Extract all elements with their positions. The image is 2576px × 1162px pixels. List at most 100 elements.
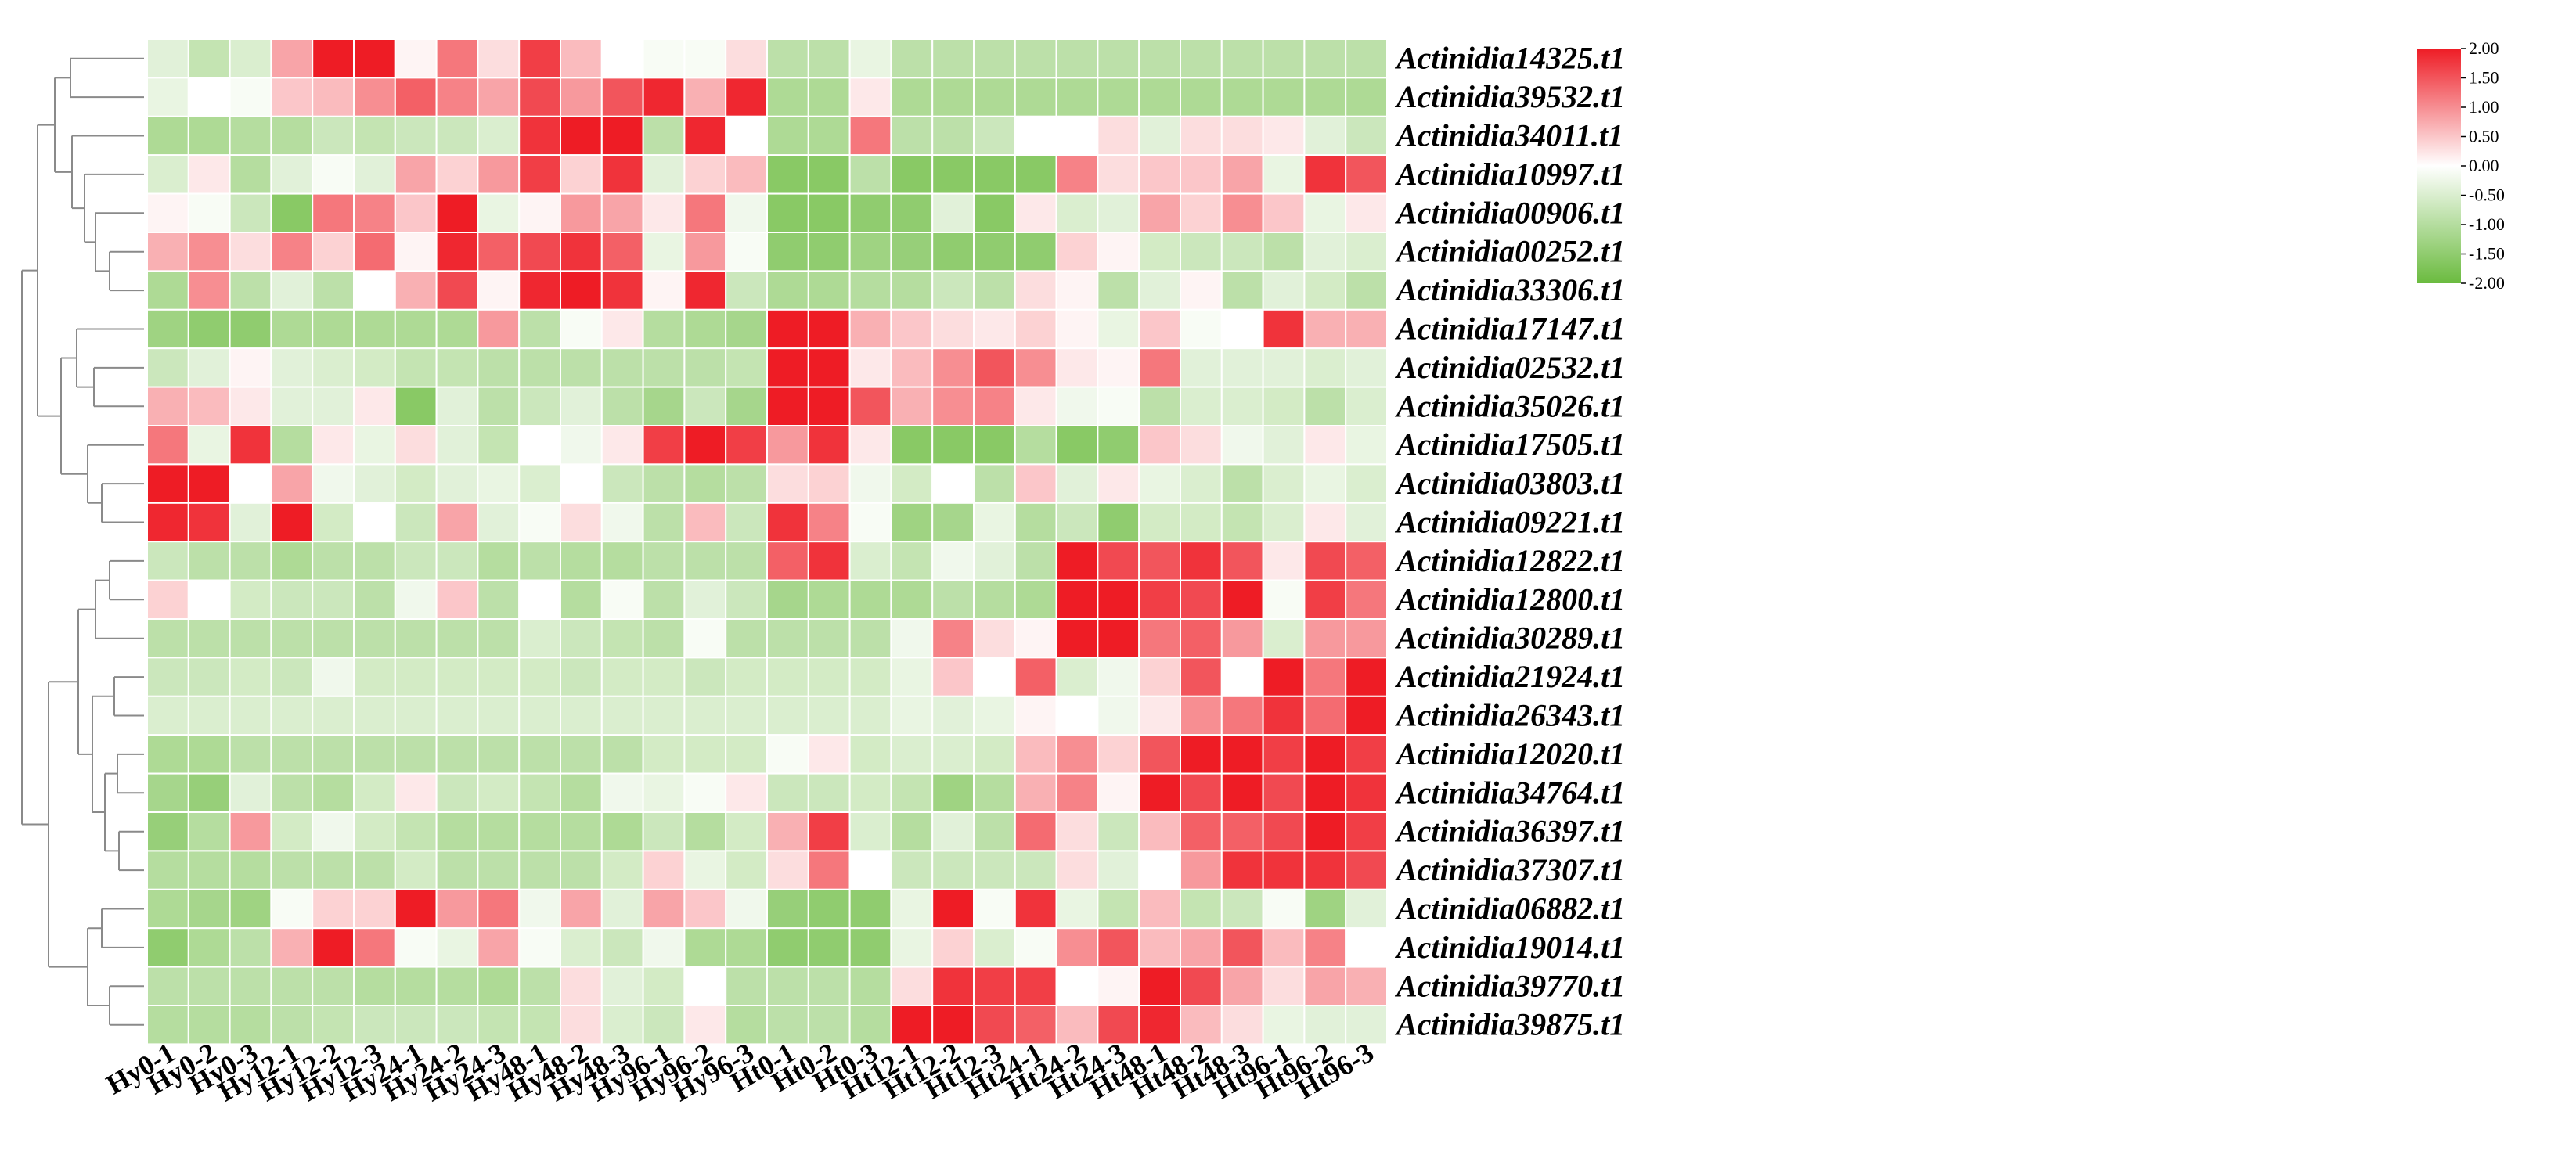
heatmap-cell bbox=[1055, 502, 1099, 543]
heatmap-cell bbox=[642, 425, 686, 466]
heatmap-cell bbox=[312, 695, 355, 736]
heatmap-cell bbox=[890, 115, 934, 156]
heatmap-cell bbox=[890, 734, 934, 775]
heatmap-cell bbox=[1345, 192, 1388, 234]
heatmap-cell bbox=[1262, 579, 1306, 620]
heatmap-cell bbox=[766, 850, 809, 890]
heatmap-cell bbox=[848, 772, 892, 813]
heatmap-cell bbox=[848, 77, 892, 117]
heatmap-cell bbox=[394, 425, 438, 466]
heatmap-cell bbox=[890, 888, 934, 930]
heatmap-cell bbox=[1345, 579, 1388, 620]
heatmap-cell bbox=[1220, 502, 1264, 543]
heatmap-cell bbox=[1138, 657, 1181, 697]
heatmap-cell bbox=[725, 463, 769, 504]
heatmap-cell bbox=[807, 347, 851, 388]
heatmap-cell bbox=[600, 695, 644, 736]
heatmap-cell bbox=[435, 927, 479, 968]
heatmap-cell bbox=[270, 541, 314, 581]
row-label: Actinidia39875.t1 bbox=[1394, 1007, 1625, 1042]
row-label: Actinidia39770.t1 bbox=[1394, 968, 1625, 1003]
heatmap-cell bbox=[973, 154, 1016, 195]
heatmap-cell bbox=[270, 579, 314, 620]
heatmap-cell bbox=[229, 154, 272, 195]
heatmap-cell bbox=[1262, 618, 1306, 659]
heatmap-cell bbox=[146, 308, 189, 350]
heatmap-cell bbox=[1220, 657, 1264, 697]
heatmap-cell bbox=[683, 425, 727, 466]
heatmap-cell bbox=[1097, 1005, 1140, 1045]
heatmap-cell bbox=[1055, 541, 1099, 581]
heatmap-cell bbox=[848, 192, 892, 234]
heatmap-cell bbox=[1345, 927, 1388, 968]
heatmap-cell bbox=[725, 772, 769, 813]
heatmap-cell bbox=[394, 502, 438, 543]
heatmap-cell bbox=[931, 232, 975, 272]
heatmap-cell bbox=[890, 695, 934, 736]
heatmap-cell bbox=[229, 463, 272, 504]
heatmap-cell bbox=[1055, 811, 1099, 852]
heatmap-cell bbox=[931, 888, 975, 930]
heatmap-cell bbox=[1138, 154, 1181, 195]
heatmap-cell bbox=[1303, 386, 1347, 427]
heatmap-cell bbox=[1262, 192, 1306, 234]
heatmap-cell bbox=[229, 927, 272, 968]
heatmap-cell bbox=[312, 850, 355, 890]
heatmap-cell bbox=[1097, 115, 1140, 156]
heatmap-cell bbox=[312, 386, 355, 427]
heatmap-cell bbox=[270, 38, 314, 79]
row-label: Actinidia12020.t1 bbox=[1394, 736, 1625, 772]
row-label: Actinidia34011.t1 bbox=[1394, 118, 1623, 153]
heatmap-cell bbox=[683, 657, 727, 697]
heatmap-cell bbox=[807, 734, 851, 775]
heatmap-cell bbox=[477, 115, 521, 156]
heatmap-cell bbox=[312, 308, 355, 350]
heatmap-cell bbox=[1138, 463, 1181, 504]
heatmap-cell bbox=[931, 115, 975, 156]
heatmap-cell bbox=[187, 270, 231, 311]
heatmap-cell bbox=[187, 695, 231, 736]
heatmap-cell bbox=[229, 115, 272, 156]
heatmap-cell bbox=[518, 115, 562, 156]
heatmap-cell bbox=[477, 927, 521, 968]
heatmap-cell bbox=[848, 850, 892, 890]
heatmap-cell bbox=[1345, 308, 1388, 350]
heatmap-cell bbox=[766, 115, 809, 156]
heatmap-cell bbox=[725, 38, 769, 79]
heatmap-cell bbox=[353, 850, 396, 890]
heatmap-cell bbox=[973, 888, 1016, 930]
heatmap-cell bbox=[1262, 888, 1306, 930]
heatmap-cell bbox=[1303, 308, 1347, 350]
heatmap-cell bbox=[312, 927, 355, 968]
heatmap-cell bbox=[229, 232, 272, 272]
heatmap-cell bbox=[807, 77, 851, 117]
heatmap-cell bbox=[1055, 38, 1099, 79]
heatmap-cell bbox=[931, 502, 975, 543]
heatmap-cell bbox=[1262, 811, 1306, 852]
heatmap-cell bbox=[312, 38, 355, 79]
heatmap-cell bbox=[1345, 232, 1388, 272]
heatmap-cell bbox=[353, 115, 396, 156]
heatmap-cell bbox=[1014, 232, 1057, 272]
heatmap-cell bbox=[807, 386, 851, 427]
heatmap-cell bbox=[1262, 347, 1306, 388]
heatmap-cell bbox=[1180, 270, 1223, 311]
heatmap-cell bbox=[229, 192, 272, 234]
heatmap-cell bbox=[1180, 1005, 1223, 1045]
legend-colorbar bbox=[2417, 49, 2461, 283]
heatmap-cell bbox=[848, 386, 892, 427]
heatmap-cell bbox=[1097, 425, 1140, 466]
heatmap-cell bbox=[229, 347, 272, 388]
heatmap-cell bbox=[766, 38, 809, 79]
heatmap-cell bbox=[1097, 386, 1140, 427]
heatmap-cell bbox=[1262, 308, 1306, 350]
heatmap-cell bbox=[725, 927, 769, 968]
heatmap-cell bbox=[600, 850, 644, 890]
heatmap-cell bbox=[560, 888, 603, 930]
heatmap-cell bbox=[1055, 270, 1099, 311]
heatmap-cell bbox=[683, 579, 727, 620]
heatmap-cell bbox=[1138, 695, 1181, 736]
heatmap-cell bbox=[1220, 270, 1264, 311]
heatmap-cell bbox=[931, 541, 975, 581]
heatmap-cell bbox=[1055, 579, 1099, 620]
